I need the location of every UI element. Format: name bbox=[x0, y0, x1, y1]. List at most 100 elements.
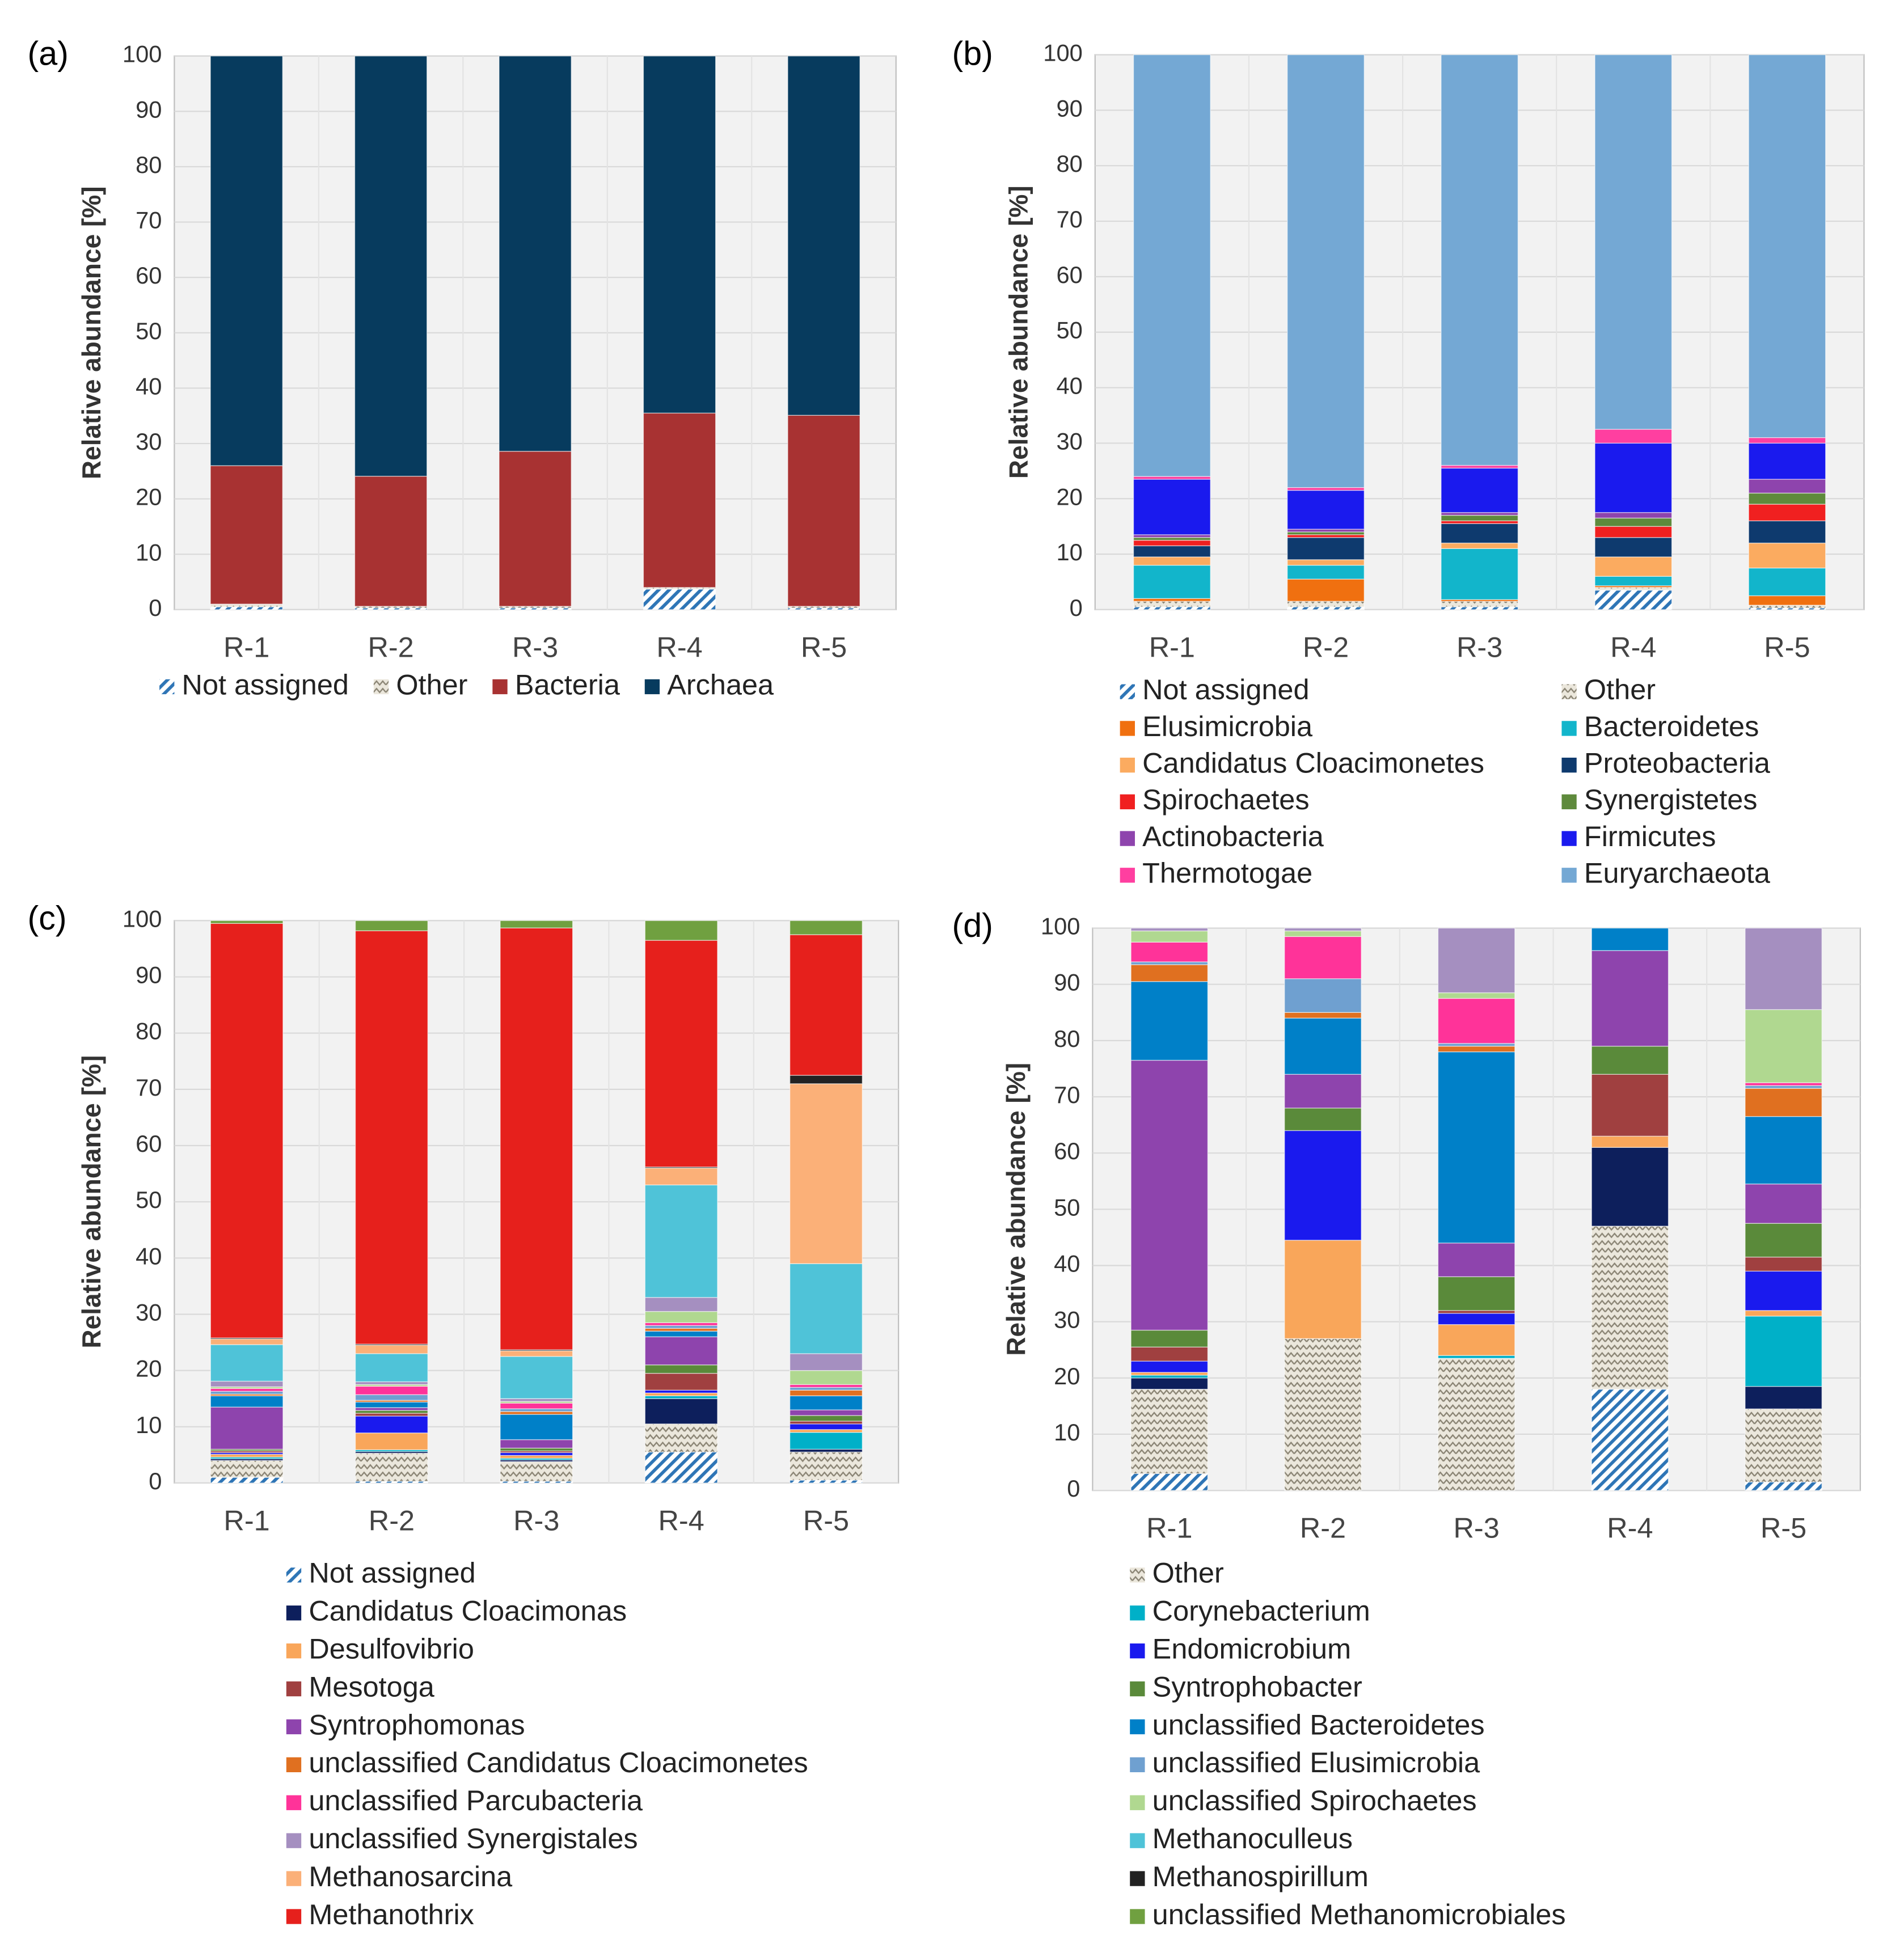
legend-swatch bbox=[286, 1643, 302, 1659]
bar-segment bbox=[1591, 927, 1669, 951]
y-tick-label: 40 bbox=[1054, 1250, 1080, 1277]
legend-label: Bacteria bbox=[515, 668, 620, 700]
bar-segment bbox=[1133, 556, 1211, 566]
bar-segment bbox=[1130, 930, 1209, 943]
y-tick-label: 100 bbox=[123, 905, 162, 932]
bar-segment bbox=[1594, 590, 1673, 610]
bar-segment bbox=[643, 589, 716, 610]
y-axis-label: Relative abundance [%] bbox=[1001, 1063, 1031, 1356]
legend-label: Syntrophomonas bbox=[309, 1708, 525, 1740]
legend-label: Syntrophobacter bbox=[1152, 1670, 1362, 1702]
bar-segment bbox=[644, 1423, 718, 1453]
bar-segment bbox=[1748, 504, 1826, 522]
y-axis-label: Relative abundance [%] bbox=[1003, 185, 1033, 479]
legend-label: Corynebacterium bbox=[1152, 1595, 1370, 1627]
bar-segment bbox=[500, 1398, 573, 1402]
bar-segment bbox=[1591, 1226, 1669, 1390]
y-tick-label: 30 bbox=[1054, 1307, 1080, 1333]
bar-segment bbox=[1130, 1375, 1209, 1379]
y-tick-label: 70 bbox=[1054, 1081, 1080, 1108]
legend-swatch bbox=[1120, 721, 1135, 736]
y-tick-label: 80 bbox=[1056, 150, 1082, 177]
bar-segment bbox=[644, 1330, 718, 1337]
bar-segment bbox=[1287, 534, 1365, 538]
bar-segment bbox=[210, 603, 283, 607]
bar-segment bbox=[1284, 1338, 1362, 1491]
legend-label: Methanosarcina bbox=[309, 1860, 513, 1892]
bar-segment bbox=[789, 1387, 863, 1391]
bar-segment bbox=[500, 920, 573, 928]
y-tick-label: 30 bbox=[136, 1299, 162, 1325]
bar-segment bbox=[1594, 517, 1673, 527]
bar-segment bbox=[210, 1344, 284, 1382]
bar-segment bbox=[1594, 526, 1673, 538]
x-tick-label: R-4 bbox=[658, 1504, 704, 1536]
bar-segment bbox=[1437, 1043, 1515, 1047]
legend-swatch bbox=[286, 1871, 302, 1886]
bar-segment bbox=[643, 56, 716, 414]
y-tick-label: 30 bbox=[1056, 428, 1082, 454]
bar-segment bbox=[789, 1409, 863, 1416]
legend-swatch bbox=[1120, 757, 1135, 773]
legend-label: Other bbox=[396, 668, 467, 700]
bar-segment bbox=[354, 920, 428, 931]
bar-segment bbox=[1441, 542, 1519, 549]
bar-segment bbox=[787, 56, 860, 416]
bar-segment bbox=[644, 1322, 718, 1326]
bar-segment bbox=[1441, 54, 1519, 466]
bar-segment bbox=[1748, 595, 1826, 606]
legend-swatch bbox=[286, 1833, 302, 1848]
y-tick-label: 0 bbox=[1067, 1475, 1080, 1502]
bar-segment bbox=[1745, 1085, 1822, 1089]
bar-segment bbox=[1133, 479, 1211, 535]
bar-segment bbox=[354, 1353, 428, 1383]
bar-segment bbox=[1287, 54, 1365, 488]
bar-segment bbox=[1437, 1324, 1515, 1356]
bar-segment bbox=[1284, 1108, 1362, 1131]
bar-segment bbox=[644, 1311, 718, 1324]
bar-segment bbox=[1745, 1481, 1822, 1491]
bar-segment bbox=[1287, 529, 1365, 533]
bar-segment bbox=[789, 1389, 863, 1396]
bar-segment bbox=[1437, 1276, 1515, 1311]
bar-segment bbox=[500, 927, 573, 1350]
bar-segment bbox=[1748, 492, 1826, 505]
legend-label: Not assigned bbox=[1142, 673, 1309, 705]
bar-segment bbox=[1745, 1184, 1822, 1224]
bar-segment bbox=[1284, 1074, 1362, 1109]
bar-segment bbox=[1748, 567, 1826, 597]
legend-swatch bbox=[1561, 721, 1577, 736]
bar-segment bbox=[210, 1406, 284, 1450]
bar-segment bbox=[789, 1432, 863, 1450]
y-tick-label: 20 bbox=[1054, 1363, 1080, 1389]
bar-segment bbox=[1441, 512, 1519, 516]
bar-segment bbox=[1133, 601, 1211, 607]
bar-segment bbox=[1133, 565, 1211, 599]
bar-segment bbox=[789, 1423, 863, 1430]
bar-segment bbox=[1133, 476, 1211, 480]
bar-segment bbox=[354, 1413, 428, 1417]
bar-segment bbox=[210, 606, 283, 610]
legend-label: Not assigned bbox=[309, 1557, 475, 1589]
bar-segment bbox=[354, 1407, 428, 1411]
bar-segment bbox=[354, 930, 428, 1345]
bar-segment bbox=[644, 1392, 718, 1396]
bar-segment bbox=[644, 1372, 718, 1391]
bar-segment bbox=[644, 1451, 718, 1484]
bar-segment bbox=[354, 1381, 428, 1385]
bar-segment bbox=[354, 1385, 428, 1395]
bar-segment bbox=[1133, 545, 1211, 557]
bar-segment bbox=[1130, 1372, 1209, 1376]
x-tick-label: R-4 bbox=[1607, 1512, 1653, 1544]
bar-segment bbox=[1130, 1346, 1209, 1362]
legend-swatch bbox=[1120, 831, 1135, 846]
x-tick-label: R-1 bbox=[1149, 631, 1195, 663]
bar-segment bbox=[1287, 578, 1365, 602]
bar-segment bbox=[354, 1452, 428, 1482]
bar-segment bbox=[1441, 606, 1519, 610]
legend-swatch bbox=[1130, 1833, 1145, 1848]
legend-swatch bbox=[1130, 1681, 1145, 1697]
bar-segment bbox=[1437, 1355, 1515, 1359]
bar-segment bbox=[644, 1184, 718, 1298]
bar-segment bbox=[789, 1480, 863, 1484]
